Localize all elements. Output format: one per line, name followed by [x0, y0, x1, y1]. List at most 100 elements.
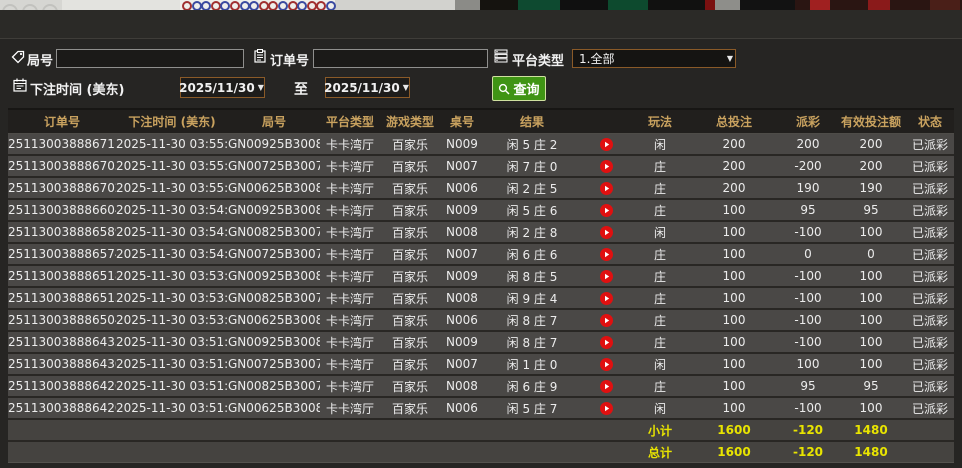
cell-status: 已派彩 — [906, 221, 954, 244]
totals-total-bet: 1600 — [688, 419, 780, 442]
cell-bet-time: 2025-11-30 03:53:10 — [116, 287, 228, 310]
cell-replay — [580, 397, 632, 420]
roadmap-bead-icon — [201, 1, 212, 10]
order-no-input[interactable] — [313, 49, 488, 68]
platform-type-select[interactable]: 1.全部 ▼ — [572, 49, 736, 68]
roadmap-bead-icon — [278, 1, 288, 10]
cell-round-no: GN00825B3007I — [228, 221, 320, 244]
cell-table-no: N008 — [440, 375, 484, 398]
cell-bet-time: 2025-11-30 03:55:17 — [116, 177, 228, 200]
replay-play-icon[interactable] — [599, 402, 613, 415]
cell-status: 已派彩 — [906, 155, 954, 178]
cell-round-no: GN00725B3007Q — [228, 155, 320, 178]
totals-total-bet: 1600 — [688, 441, 780, 463]
roadmap-bead-icon — [220, 1, 231, 10]
cell-payout: 0 — [780, 243, 836, 266]
cell-valid-bet: 100 — [836, 309, 906, 332]
cell-table-no: N009 — [440, 265, 484, 288]
replay-play-icon[interactable] — [599, 248, 613, 261]
cell-replay — [580, 309, 632, 332]
replay-play-icon[interactable] — [599, 138, 613, 151]
cell-order-no: 251130038886711 — [8, 133, 116, 156]
bet-records-panel: 局号 订单号 平台类型 1.全部 ▼ — [0, 39, 962, 468]
replay-play-icon[interactable] — [599, 292, 613, 305]
cell-round-no: GN00625B30087 — [228, 177, 320, 200]
cell-valid-bet: 95 — [836, 375, 906, 398]
cell-total-bet: 100 — [688, 397, 780, 420]
date-from-select[interactable]: 2025/11/30 ▼ — [179, 77, 265, 98]
calendar-icon — [13, 78, 27, 92]
query-button[interactable]: 查询 — [492, 76, 546, 101]
cell-order-no: 251130038886420 — [8, 397, 116, 420]
replay-play-icon[interactable] — [599, 204, 613, 217]
cell-replay — [580, 331, 632, 354]
cell-replay — [580, 155, 632, 178]
cell-table-no: N008 — [440, 287, 484, 310]
game-no-input[interactable] — [56, 49, 244, 68]
cell-play-type: 庄 — [632, 199, 688, 222]
cell-platform-type: 卡卡湾厅 — [320, 353, 380, 376]
col-play-type: 玩法 — [632, 108, 688, 134]
cell-result: 闲 5 庄 6 — [484, 199, 580, 222]
to-label: 至 — [294, 82, 308, 98]
cell-table-no: N006 — [440, 177, 484, 200]
cell-total-bet: 100 — [688, 331, 780, 354]
col-order-no: 订单号 — [8, 108, 116, 134]
cell-payout: -100 — [780, 287, 836, 310]
replay-play-icon[interactable] — [599, 380, 613, 393]
cell-payout: -100 — [780, 221, 836, 244]
cell-play-type: 闲 — [632, 133, 688, 156]
roadmap-bead-icon — [316, 1, 327, 10]
cell-play-type: 庄 — [632, 309, 688, 332]
cell-valid-bet: 100 — [836, 221, 906, 244]
cell-round-no: GN00925B3008P — [228, 133, 320, 156]
cell-bet-time: 2025-11-30 03:54:17 — [116, 221, 228, 244]
replay-play-icon[interactable] — [599, 182, 613, 195]
cell-result: 闲 7 庄 0 — [484, 155, 580, 178]
cell-play-type: 庄 — [632, 265, 688, 288]
cell-result: 闲 5 庄 7 — [484, 397, 580, 420]
cell-bet-time: 2025-11-30 03:51:07 — [116, 397, 228, 420]
cell-order-no: 251130038886574 — [8, 243, 116, 266]
cell-result: 闲 8 庄 5 — [484, 265, 580, 288]
replay-play-icon[interactable] — [599, 358, 613, 371]
cell-replay — [580, 265, 632, 288]
replay-play-icon[interactable] — [599, 314, 613, 327]
cell-round-no: GN00725B3007O — [228, 243, 320, 266]
strip-segment — [868, 0, 890, 10]
platform-list-icon — [494, 49, 508, 63]
cell-table-no: N006 — [440, 397, 484, 420]
cell-replay — [580, 375, 632, 398]
cell-order-no: 251130038886513 — [8, 287, 116, 310]
cell-platform-type: 卡卡湾厅 — [320, 331, 380, 354]
cell-status: 已派彩 — [906, 265, 954, 288]
cell-replay — [580, 287, 632, 310]
cell-platform-type: 卡卡湾厅 — [320, 221, 380, 244]
cell-platform-type: 卡卡湾厅 — [320, 309, 380, 332]
col-game-type: 游戏类型 — [380, 108, 440, 134]
cell-order-no: 251130038886702 — [8, 177, 116, 200]
totals-status-spacer — [906, 419, 954, 442]
cell-status: 已派彩 — [906, 243, 954, 266]
cell-total-bet: 200 — [688, 177, 780, 200]
date-to-select[interactable]: 2025/11/30 ▼ — [324, 77, 410, 98]
col-round-no: 局号 — [228, 108, 320, 134]
replay-play-icon[interactable] — [599, 336, 613, 349]
strip-segment — [518, 0, 560, 10]
strip-segment — [335, 0, 455, 10]
cell-play-type: 庄 — [632, 287, 688, 310]
cell-play-type: 闲 — [632, 221, 688, 244]
replay-play-icon[interactable] — [599, 226, 613, 239]
roadmap-bead-icon — [326, 1, 336, 10]
replay-play-icon[interactable] — [599, 270, 613, 283]
cell-bet-time: 2025-11-30 03:53:05 — [116, 309, 228, 332]
cell-bet-time: 2025-11-30 03:51:22 — [116, 331, 228, 354]
cell-total-bet: 100 — [688, 243, 780, 266]
cell-order-no: 251130038886589 — [8, 221, 116, 244]
cell-table-no: N008 — [440, 221, 484, 244]
cell-game-type: 百家乐 — [380, 265, 440, 288]
cell-valid-bet: 0 — [836, 243, 906, 266]
replay-play-icon[interactable] — [599, 160, 613, 173]
cell-bet-time: 2025-11-30 03:51:12 — [116, 375, 228, 398]
